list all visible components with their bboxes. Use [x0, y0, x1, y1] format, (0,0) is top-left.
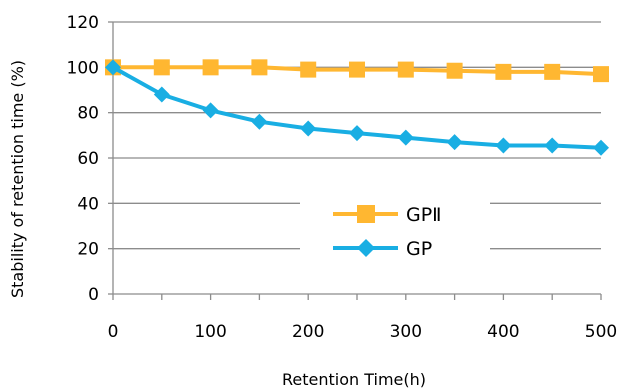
- y-tick-labels: 0 20 40 60 80 100 120: [67, 13, 99, 305]
- y-tick-label: 40: [77, 194, 99, 214]
- data-point: [446, 134, 463, 151]
- x-axis-label: Retention Time(h): [282, 370, 426, 389]
- legend-label-gp2: GPⅡ: [406, 204, 442, 226]
- legend-label-gp: GP: [406, 238, 432, 260]
- data-point: [495, 137, 512, 154]
- data-point: [593, 139, 609, 156]
- data-point: [349, 125, 365, 142]
- legend-marker-gp2: [357, 205, 375, 223]
- y-tick-label: 100: [67, 58, 99, 78]
- data-point: [397, 129, 414, 146]
- data-point: [251, 59, 268, 76]
- data-point: [544, 137, 561, 154]
- x-tick-label: 0: [108, 322, 119, 342]
- data-point: [153, 86, 170, 103]
- data-point: [202, 102, 219, 119]
- data-point: [300, 61, 317, 78]
- legend-background: [300, 195, 490, 265]
- data-point: [105, 59, 121, 76]
- data-point: [300, 120, 317, 137]
- y-tick-label: 0: [88, 285, 99, 305]
- data-point: [593, 66, 609, 83]
- data-point: [202, 59, 219, 76]
- data-point: [446, 62, 463, 79]
- data-point: [397, 61, 414, 78]
- y-tick-label: 80: [77, 104, 99, 124]
- data-point: [544, 63, 561, 80]
- y-tick-label: 20: [77, 240, 99, 260]
- x-tick-label: 100: [194, 322, 226, 342]
- y-tick-label: 120: [67, 13, 99, 33]
- legend: GPⅡ GP: [300, 195, 490, 265]
- data-point: [251, 113, 268, 130]
- data-point: [349, 61, 365, 78]
- data-point: [153, 59, 170, 76]
- series-group: [105, 59, 609, 156]
- x-tick-labels: 0 100 200 300 400 500: [108, 322, 618, 342]
- x-tick-label: 300: [390, 322, 422, 342]
- legend-marker-gp: [357, 239, 375, 257]
- x-tick-label: 200: [292, 322, 324, 342]
- y-axis-label: Stability of retention time (%): [8, 60, 27, 298]
- x-tick-label: 400: [487, 322, 519, 342]
- y-tick-label: 60: [77, 149, 99, 169]
- data-point: [495, 63, 512, 80]
- x-tick-label: 500: [585, 322, 617, 342]
